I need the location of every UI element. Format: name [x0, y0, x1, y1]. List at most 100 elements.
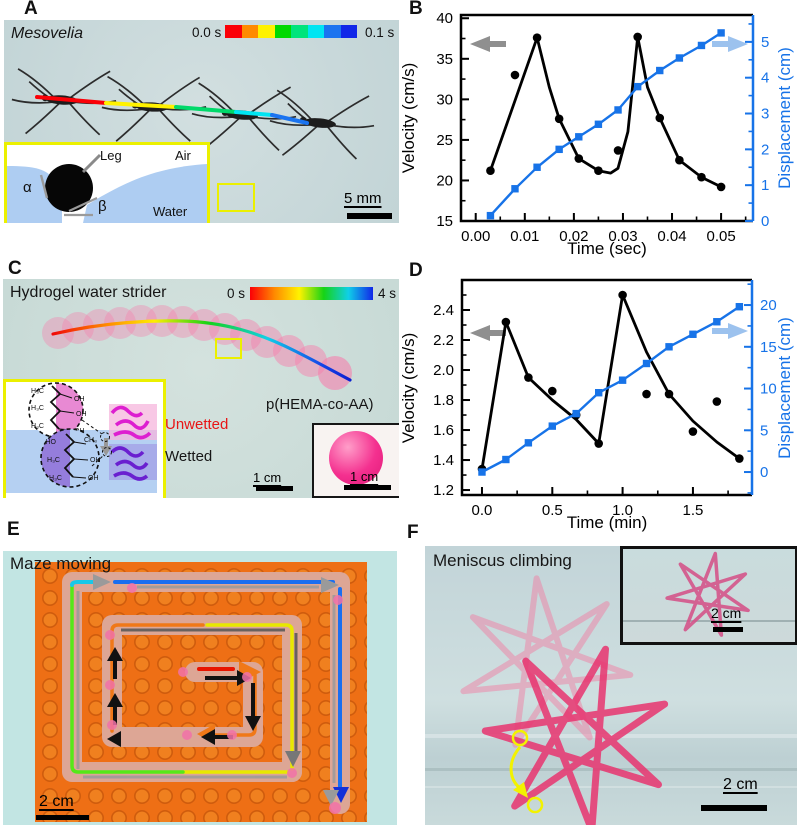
gel-position-trail	[42, 305, 352, 390]
displacement-marker	[548, 422, 556, 430]
scalebar-a-bar	[347, 213, 392, 219]
displacement-marker	[656, 66, 664, 75]
chem-label: H₃C	[31, 423, 44, 430]
scalebar-c-text: 1 cm	[253, 470, 282, 485]
colorbar-a-end-label: 0.1 s	[365, 25, 395, 40]
panel-e-letter: E	[7, 519, 20, 540]
svg-text:20: 20	[436, 172, 453, 189]
svg-text:0.05: 0.05	[706, 228, 735, 245]
displacement-marker	[618, 376, 627, 384]
inset-beta-label: β	[98, 198, 107, 215]
leg-meniscus-inset: Leg Air Water α β	[4, 142, 210, 223]
gel-waypoint-dots	[105, 583, 343, 814]
panel-a-image: Mesovelia 0.0 s 0.1 s Leg Air Water α β …	[4, 20, 399, 223]
hydrogel-trajectory-graphic	[42, 305, 352, 390]
displacement-marker	[689, 330, 697, 338]
displacement-marker	[533, 163, 541, 171]
svg-text:40: 40	[436, 10, 453, 27]
velocity-points-marker	[712, 397, 722, 406]
svg-text:10: 10	[760, 381, 777, 398]
panel-a-letter: A	[24, 0, 38, 19]
svg-text:2.2: 2.2	[433, 332, 454, 349]
svg-text:0.04: 0.04	[657, 228, 686, 245]
chem-label: OH	[90, 457, 101, 464]
svg-text:2: 2	[761, 141, 769, 158]
colorbar-c-end-label: 4 s	[378, 286, 397, 301]
chem-label: OH	[88, 475, 99, 482]
inset-water-label: Water	[153, 204, 188, 219]
svg-text:1.4: 1.4	[433, 452, 454, 469]
chemistry-diagram: H₃C H₃C H₃C OH OH OH HO CH₃ H₃C OH H₃C O…	[6, 382, 157, 493]
velocity-points-marker	[547, 386, 557, 396]
displacement-marker	[572, 409, 580, 418]
colorbar-c	[250, 287, 373, 300]
svg-text:3: 3	[761, 106, 769, 123]
velocity-points-marker	[688, 427, 698, 436]
scalebar-a-text: 5 mm	[344, 190, 382, 207]
wetted-polymer-network	[110, 446, 149, 481]
colorbar-c-start-label: 0 s	[227, 286, 246, 301]
displacement-marker	[595, 389, 603, 397]
svg-text:0.0: 0.0	[472, 502, 493, 519]
series-velocity-fit-line	[480, 293, 741, 470]
panel-f-title: Meniscus climbing	[433, 551, 572, 570]
wet-polymer-structure-circle	[40, 428, 100, 488]
chem-label: HO	[46, 439, 57, 446]
chart-b-xlabel: Time (sec)	[567, 239, 647, 258]
maze-trajectory	[70, 580, 342, 789]
chem-label: H₃C	[31, 405, 44, 412]
velocity-points-marker	[510, 70, 520, 80]
mesovelia-trajectory-graphic	[8, 63, 378, 166]
inset-scalebar-f-bar	[713, 627, 743, 632]
displacement-marker	[486, 211, 495, 220]
svg-text:5: 5	[760, 422, 768, 439]
colorbar-segment	[258, 25, 275, 38]
series-displacement	[481, 305, 740, 474]
chem-label: OH	[74, 396, 85, 403]
displacement-marker	[633, 82, 642, 91]
svg-text:0.03: 0.03	[608, 228, 637, 245]
svg-text:2.0: 2.0	[433, 362, 454, 379]
chem-label: H₃C	[49, 475, 62, 482]
chart-d-ylabel-right: Displacement (cm)	[775, 317, 794, 459]
colorbar-segment	[324, 25, 341, 38]
displacement-marker	[665, 343, 673, 351]
scalebar-e-text: 2 cm	[39, 793, 74, 810]
material-label: p(HEMA-co-AA)	[266, 396, 374, 413]
unwetted-label: Unwetted	[165, 416, 229, 433]
right-axis-arrow-icon	[712, 323, 748, 339]
chem-label: H₃C	[31, 388, 44, 395]
displacement-marker	[502, 455, 510, 464]
inset-air-label: Air	[175, 148, 192, 163]
displacement-marker	[717, 29, 725, 37]
panel-c-image: Hydrogel water strider 0 s 4 s	[3, 279, 399, 498]
left-axis-arrow-icon	[470, 325, 506, 341]
unwetted-polymer-network	[110, 405, 152, 440]
maze-graphic	[35, 562, 367, 822]
series-displacement	[489, 31, 722, 217]
svg-text:15: 15	[760, 339, 777, 356]
inset-star-graphic	[623, 551, 795, 637]
panel-e-title: Maze moving	[10, 554, 112, 573]
colorbar-a	[225, 25, 357, 38]
svg-text:0.01: 0.01	[510, 228, 539, 245]
meniscus-climbing-graphic	[425, 575, 797, 825]
displacement-marker	[713, 318, 721, 326]
displacement-marker	[555, 145, 563, 154]
panel-c-title: Hydrogel water strider	[10, 284, 167, 301]
leg-meniscus-diagram: Leg Air Water α β	[7, 148, 207, 223]
star-gel-side-view	[665, 551, 750, 637]
colorbar-a-start-label: 0.0 s	[192, 25, 222, 40]
chart-b-ylabel-left: Velocity (cm/s)	[400, 63, 418, 174]
right-axis-arrow-icon	[712, 36, 748, 52]
leg-pointer-line	[81, 153, 102, 174]
displacement-marker	[511, 185, 519, 193]
svg-text:0.5: 0.5	[542, 502, 563, 519]
zoom-region-marker-c	[215, 338, 242, 359]
svg-text:0: 0	[761, 213, 769, 230]
colorbar-segment	[225, 25, 242, 38]
svg-text:1.2: 1.2	[433, 482, 454, 499]
scalebar-c-bar	[256, 486, 293, 491]
chem-label: CH₃	[84, 437, 97, 444]
